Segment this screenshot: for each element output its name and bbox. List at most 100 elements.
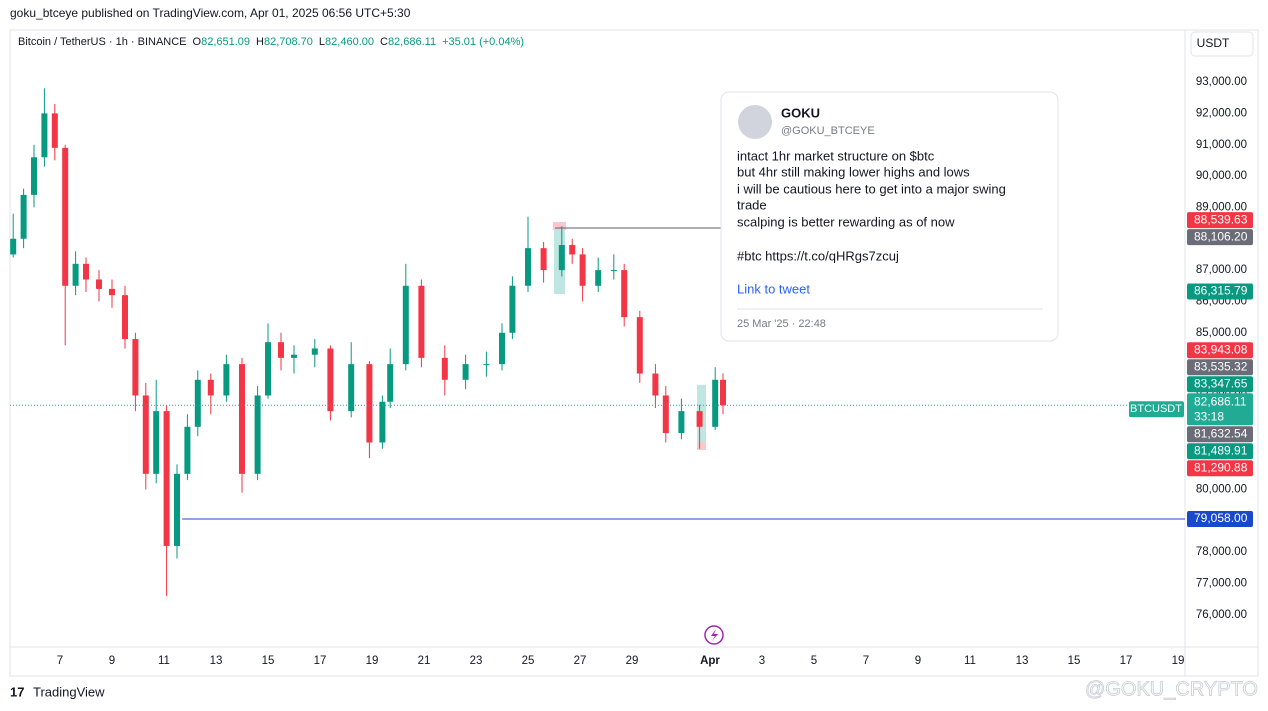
- candle-body: [62, 147, 69, 286]
- price-badge-text: 83,535.32: [1194, 359, 1248, 373]
- x-tick-label: 11: [964, 655, 976, 667]
- x-tick-label: 15: [1068, 655, 1081, 667]
- price-badge-text: 83,347.65: [1194, 376, 1248, 390]
- countdown: 33:18: [1194, 409, 1224, 423]
- ohlc-value: 82,708.70: [264, 36, 313, 48]
- tweet-handle: @GOKU_BTCEYE: [781, 125, 875, 137]
- candle-body: [569, 245, 576, 255]
- tweet-link[interactable]: Link to tweet: [737, 281, 810, 296]
- x-tick-label: 9: [915, 655, 921, 667]
- tweet-text: trade: [737, 197, 767, 212]
- candle-body: [184, 426, 191, 474]
- price-badge-text: 83,943.08: [1194, 342, 1248, 356]
- event-icon-bolt: [711, 629, 718, 641]
- ohlc-value: 82,460.00: [325, 36, 374, 48]
- x-tick-label: 7: [863, 655, 869, 667]
- price-badge-text: 81,632.54: [1194, 426, 1248, 440]
- event-icon[interactable]: [704, 625, 724, 645]
- price-badge: [1187, 342, 1253, 359]
- y-tick-label: 85,000.00: [1196, 327, 1247, 339]
- candle-body: [194, 379, 201, 427]
- y-tick-label: 80,000.00: [1196, 484, 1247, 496]
- marker-highlight: [553, 222, 566, 230]
- candle-body: [327, 348, 334, 412]
- price-badge: [1187, 229, 1253, 246]
- price-badge: [1187, 359, 1253, 376]
- y-tick-label: 76,000.00: [1196, 609, 1247, 621]
- candle-body: [595, 270, 602, 286]
- candle-body: [223, 364, 230, 396]
- candle-body: [558, 245, 565, 271]
- y-tick-label: 93,000.00: [1196, 76, 1247, 88]
- x-tick-label: 11: [158, 655, 170, 667]
- candle-body: [509, 285, 516, 333]
- price-badge: [1187, 511, 1253, 528]
- candle-body: [636, 317, 643, 374]
- price-badge: [1187, 212, 1253, 229]
- candle-body: [96, 279, 102, 289]
- price-badge: [1187, 283, 1253, 300]
- candle-body: [109, 288, 115, 296]
- watermark: @GOKU_CRYPTO: [1085, 678, 1258, 700]
- candle-body: [652, 373, 659, 396]
- x-tick-label: Apr: [700, 655, 720, 667]
- candle-body: [291, 354, 297, 358]
- candle-body: [207, 379, 214, 396]
- candle-body: [239, 364, 245, 474]
- price-badge-text: 86,315.79: [1194, 284, 1248, 298]
- price-badge-text: 81,489.91: [1194, 443, 1248, 457]
- candle-body: [540, 248, 547, 271]
- candle-body: [51, 113, 58, 148]
- candle-body: [20, 194, 27, 239]
- y-tick-label: 87,000.00: [1196, 264, 1247, 276]
- marker-highlight: [697, 442, 706, 450]
- price-badge: [1187, 460, 1253, 477]
- candle-body: [265, 342, 271, 396]
- ohlc-key: H: [256, 36, 264, 48]
- x-tick-label: 19: [366, 655, 379, 667]
- x-tick-label: 23: [470, 655, 483, 667]
- tweet-card: GOKU @GOKU_BTCEYE Link to tweet 25 Mar '…: [720, 91, 1059, 342]
- candle-body: [122, 295, 128, 340]
- currency[interactable]: USDT: [1197, 36, 1230, 50]
- price-badge-text: 88,539.63: [1194, 212, 1248, 226]
- x-tick-label: 17: [314, 655, 327, 667]
- tweet-box: [720, 91, 1059, 342]
- x-tick-label: 9: [109, 655, 115, 667]
- symbol-badge-text: BTCUSDT: [1130, 403, 1182, 415]
- price-badge-text: 82,686.11: [1194, 394, 1247, 408]
- candle-body: [83, 263, 89, 280]
- x-tick-label: 7: [57, 655, 63, 667]
- candle-body: [379, 401, 386, 443]
- tweet-text: #btc https://t.co/qHRgs7zcuj: [737, 248, 899, 263]
- candle-body: [387, 364, 394, 402]
- candle-body: [441, 357, 448, 380]
- ohlc-key: O: [193, 36, 202, 48]
- x-tick-label: 13: [210, 655, 223, 667]
- candle-body: [462, 364, 469, 380]
- currency-button[interactable]: [1190, 31, 1254, 57]
- candle-body: [31, 157, 37, 195]
- candle-body: [402, 285, 409, 365]
- ohlc-key: L: [319, 36, 325, 48]
- y-tick-label: 78,000.00: [1196, 546, 1247, 558]
- candle-body: [525, 248, 531, 286]
- price-badge-text: 81,290.88: [1194, 460, 1248, 474]
- tv-logo: 17: [10, 684, 24, 699]
- candle-body: [621, 270, 628, 318]
- x-tick-label: 15: [262, 655, 275, 667]
- symbol-badge: [1129, 401, 1184, 418]
- y-tick-label: 89,000.00: [1196, 201, 1247, 213]
- tweet-text: scalping is better rewarding as of now: [737, 214, 955, 229]
- candle-body: [10, 238, 17, 255]
- x-tick-label: 21: [418, 655, 431, 667]
- price-badge: [1187, 393, 1253, 426]
- candle-body: [41, 113, 48, 158]
- tweet-date: 25 Mar '25 · 22:48: [737, 318, 826, 330]
- tweet-author: GOKU: [781, 105, 820, 120]
- y-tick-label: 91,000.00: [1196, 139, 1247, 151]
- x-tick-label: 27: [574, 655, 587, 667]
- candle-body: [720, 379, 726, 406]
- change: +35.01 (+0.04%): [442, 36, 524, 48]
